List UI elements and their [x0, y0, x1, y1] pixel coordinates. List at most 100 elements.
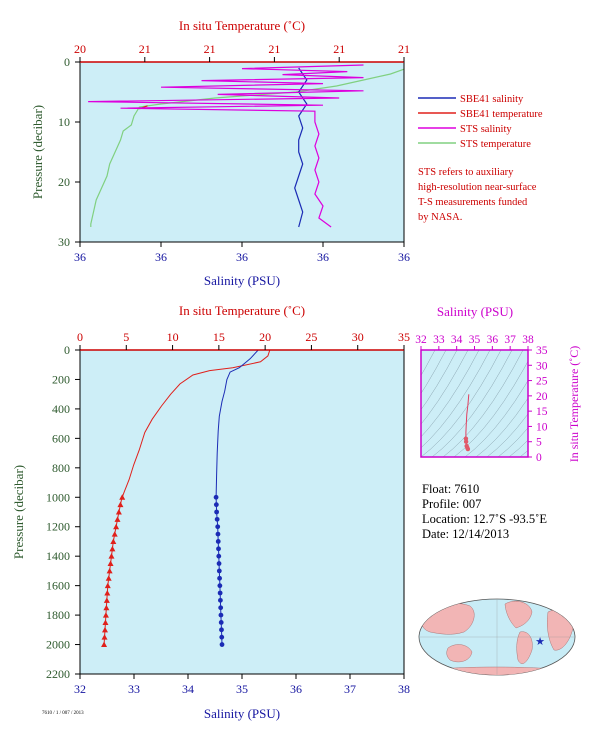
map-landmass-australia [446, 644, 473, 663]
full-profile-plot-area [80, 350, 404, 674]
ts-right-axis-title: In situ Temperature (˚C) [567, 346, 581, 463]
location: Location: 12.7˚S -93.5˚E [422, 512, 547, 526]
salinity-point-marker [218, 605, 224, 611]
bottom-tick-label: 36 [398, 250, 410, 264]
density-contour [453, 360, 528, 457]
y-tick-label: 1200 [46, 520, 70, 534]
temperature-point-marker [114, 516, 121, 522]
temperature-point-marker [111, 531, 118, 537]
y-tick-label: 2000 [46, 638, 70, 652]
ts-point-marker [465, 446, 471, 452]
map-landmass-antarctica [429, 666, 566, 675]
ts-top-tick-label: 32 [415, 334, 427, 346]
ts-top-tick-label: 38 [522, 334, 534, 346]
ts-top-axis-title: Salinity (PSU) [437, 304, 513, 319]
bottom-tick-label: 38 [398, 682, 410, 696]
density-contour [421, 350, 491, 449]
series-sts-temperature [90, 68, 405, 227]
density-contour [497, 427, 528, 457]
temperature-point-marker [113, 523, 120, 530]
full-profile-ticks: 0 5 10 15 20 25 30 35 32 33 34 35 36 37 38 0 200 400 600 80… [46, 330, 410, 696]
temperature-point-marker [115, 509, 122, 515]
world-map: ★ [418, 598, 576, 676]
y-tick-label: 20 [58, 175, 70, 189]
density-contour [421, 350, 469, 425]
density-contour [442, 350, 524, 457]
top-tick-label: 21 [268, 42, 280, 56]
y-tick-label: 200 [52, 372, 70, 386]
full-profile-top-axis-title: In situ Temperature (˚C) [179, 303, 305, 318]
top-tick-label: 21 [139, 42, 151, 56]
y-tick-label: 1000 [46, 490, 70, 504]
temperature-point-marker [104, 582, 111, 589]
temperature-point-marker [105, 575, 112, 581]
top-tick-label: 25 [305, 330, 317, 344]
top-tick-label: 21 [333, 42, 345, 56]
y-tick-label: 1800 [46, 608, 70, 622]
density-contour [464, 380, 528, 457]
salinity-point-marker [216, 568, 222, 574]
salinity-point-marker [215, 524, 221, 530]
y-tick-label: 0 [64, 343, 70, 357]
note-line: STS refers to auxiliary [418, 167, 514, 178]
y-tick-label: 400 [52, 402, 70, 416]
bottom-tick-label: 36 [290, 682, 302, 696]
legend-label-sts-salinity: STS salinity [460, 124, 512, 135]
full-profile-series [101, 349, 271, 648]
y-tick-label: 1400 [46, 549, 70, 563]
temperature-point-marker [110, 538, 117, 544]
salinity-point-marker [217, 575, 222, 581]
salinity-point-marker [216, 561, 222, 566]
ts-right-tick-label: 5 [536, 437, 542, 449]
density-contour [475, 397, 528, 457]
ts-right-tick-label: 20 [536, 391, 548, 403]
sts-note: STS refers to auxiliary high-resolution … [418, 167, 537, 223]
top-tick-label: 0 [77, 330, 83, 344]
temperature-point-marker [109, 545, 116, 552]
profile-number: Profile: 007 [422, 497, 482, 511]
ts-top-tick-label: 35 [469, 334, 481, 346]
map-landmass-north-america [504, 601, 533, 629]
near-surface-profile-chart: 20 21 21 21 21 21 36 36 36 36 36 0 10 20 30 In situ Te… [30, 18, 543, 288]
series-sts-salinity [88, 64, 364, 228]
y-tick-label: 1600 [46, 579, 70, 593]
legend-label-sts-temperature: STS temperature [460, 139, 531, 150]
legend-label-sbe-salinity: SBE41 salinity [460, 94, 524, 105]
salinity-point-marker [219, 642, 225, 647]
map-landmass-south-america [516, 631, 533, 664]
temperature-point-marker [107, 560, 114, 567]
temperature-point-marker [108, 553, 115, 559]
salinity-point-marker [216, 553, 222, 559]
near-surface-bottom-axis-title: Salinity (PSU) [204, 273, 280, 288]
ts-right-tick-label: 25 [536, 376, 548, 388]
ts-top-tick-label: 37 [504, 334, 516, 346]
near-surface-top-axis-title: In situ Temperature (˚C) [179, 18, 305, 33]
float-id: Float: 7610 [422, 482, 480, 496]
salinity-point-marker [213, 494, 219, 500]
bottom-tick-label: 37 [344, 682, 356, 696]
full-profile-chart: 0 5 10 15 20 25 30 35 32 33 34 35 36 37 38 0 200 400 600 80… [11, 303, 410, 721]
legend-label-sbe-temperature: SBE41 temperature [460, 109, 543, 120]
temperature-point-marker [117, 501, 124, 508]
salinity-point-marker [214, 509, 220, 515]
bottom-tick-label: 34 [182, 682, 194, 696]
density-contour [421, 350, 447, 394]
note-line: T-S measurements funded [418, 197, 528, 208]
full-profile-y-axis-title: Pressure (decibar) [11, 465, 26, 559]
temperature-point-marker [101, 626, 108, 633]
y-tick-label: 800 [52, 461, 70, 475]
ts-right-tick-label: 30 [536, 360, 548, 372]
salinity-point-marker [218, 597, 223, 603]
temperature-point-marker [102, 612, 109, 618]
bottom-tick-label: 35 [236, 682, 248, 696]
salinity-point-marker [215, 531, 221, 537]
density-contour [431, 350, 513, 457]
top-tick-label: 30 [352, 330, 364, 344]
density-contour [421, 350, 480, 438]
series-sbe41-salinity [294, 67, 308, 228]
ts-plot-area [421, 350, 528, 457]
temperature-point-marker [103, 597, 110, 603]
near-surface-y-axis-title: Pressure (decibar) [30, 105, 45, 199]
temperature-point-marker [102, 619, 109, 625]
